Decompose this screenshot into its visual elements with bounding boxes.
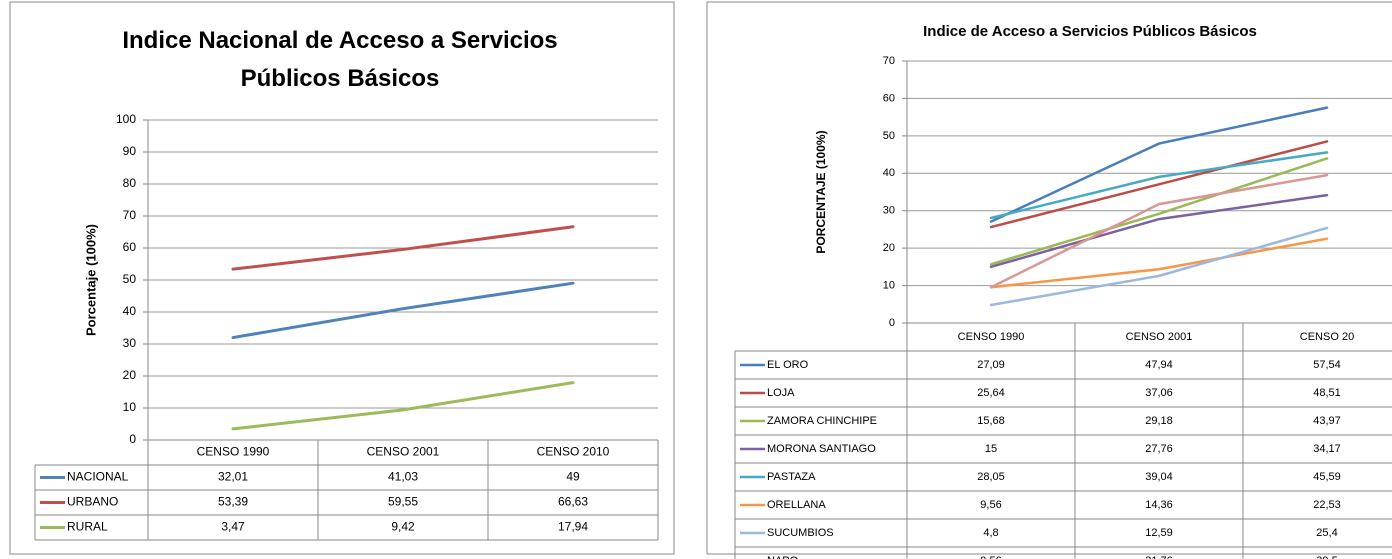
chart-title: Indice Nacional de Acceso a Servicios Pú…: [122, 27, 558, 92]
data-label: 15: [985, 443, 997, 455]
data-label: 59,55: [388, 495, 418, 509]
x-tick-label: CENSO 1990: [197, 445, 270, 459]
y-tick-label: 70: [123, 208, 137, 222]
y-tick-label: 30: [123, 336, 137, 350]
data-label: 22,53: [1313, 499, 1341, 511]
data-label: 25,4: [1316, 527, 1337, 539]
data-label: 45,59: [1313, 471, 1341, 483]
chart-frame: [9, 1, 675, 555]
data-label: 47,94: [1145, 359, 1173, 371]
data-label: 43,97: [1313, 415, 1341, 427]
data-label: 49: [566, 470, 580, 484]
data-label: 9,56: [980, 499, 1001, 511]
series-line: [989, 151, 1329, 220]
series-line: [989, 140, 1329, 229]
data-label: 39,04: [1145, 471, 1173, 483]
data-label: 4,8: [983, 527, 998, 539]
y-tick-label: 40: [123, 304, 137, 318]
y-tick-label: 60: [123, 240, 137, 254]
series-line: [989, 157, 1329, 266]
legend-label: URBANO: [67, 495, 118, 509]
y-tick-label: 100: [116, 112, 136, 126]
series-line: [989, 237, 1329, 289]
legend-label: ORELLANA: [767, 499, 826, 511]
data-label: 53,39: [218, 495, 248, 509]
series-line: [231, 281, 575, 340]
legend-label: PASTAZA: [767, 471, 816, 483]
y-tick-label: 70: [883, 55, 895, 67]
y-tick-label: 50: [123, 272, 137, 286]
series-line: [989, 173, 1329, 289]
y-tick-label: 0: [129, 432, 136, 446]
y-axis-label: Porcentaje (100%): [83, 224, 98, 336]
x-tick-label: CENSO 2001: [1126, 331, 1193, 343]
chart-title: Indice de Acceso a Servicios Públicos Bá…: [923, 23, 1257, 40]
data-label: 27,76: [1145, 443, 1173, 455]
legend-label: SUCUMBIOS: [767, 527, 834, 539]
x-tick-label: CENSO 2001: [367, 445, 440, 459]
series-line: [989, 226, 1329, 307]
data-label: 15,68: [977, 415, 1005, 427]
data-label: 39,5: [1316, 555, 1337, 559]
y-tick-label: 20: [883, 242, 895, 254]
legend-label: ZAMORA CHINCHIPE: [767, 415, 877, 427]
chart-frame: [706, 1, 1392, 555]
legend-label: NACIONAL: [67, 470, 129, 484]
data-label: 32,01: [218, 470, 248, 484]
x-tick-label: CENSO 1990: [958, 331, 1025, 343]
data-label: 27,09: [977, 359, 1005, 371]
data-label: 14,36: [1145, 499, 1173, 511]
y-tick-label: 20: [123, 368, 137, 382]
data-label: 57,54: [1313, 359, 1341, 371]
y-tick-label: 0: [889, 317, 895, 329]
series-line: [989, 193, 1329, 269]
y-tick-label: 60: [883, 92, 895, 104]
series-line: [989, 106, 1329, 223]
y-axis-label: PORCENTAJE (100%): [814, 130, 828, 253]
x-tick-label: CENSO 20: [1300, 331, 1354, 343]
data-label: 66,63: [558, 495, 588, 509]
data-label: 3,47: [221, 520, 245, 534]
data-label: 9,56: [980, 555, 1001, 559]
data-label: 9,42: [391, 520, 415, 534]
data-label: 25,64: [977, 387, 1005, 399]
y-tick-label: 10: [883, 279, 895, 291]
y-tick-label: 90: [123, 144, 137, 158]
legend-label: EL ORO: [767, 359, 809, 371]
legend-label: MORONA SANTIAGO: [767, 443, 876, 455]
legend-label: RURAL: [67, 520, 108, 534]
legend-label: LOJA: [767, 387, 795, 399]
x-tick-label: CENSO 2010: [537, 445, 610, 459]
y-tick-label: 80: [123, 176, 137, 190]
series-line: [231, 225, 575, 271]
data-label: 48,51: [1313, 387, 1341, 399]
data-label: 41,03: [388, 470, 418, 484]
legend-label: NAPO: [767, 555, 799, 559]
data-label: 12,59: [1145, 527, 1173, 539]
data-label: 34,17: [1313, 443, 1341, 455]
data-label: 31,76: [1145, 555, 1173, 559]
y-tick-label: 30: [883, 205, 895, 217]
data-label: 17,94: [558, 520, 588, 534]
data-label: 28,05: [977, 471, 1005, 483]
data-label: 37,06: [1145, 387, 1173, 399]
data-label: 29,18: [1145, 415, 1173, 427]
series-line: [231, 381, 575, 431]
y-tick-label: 40: [883, 167, 895, 179]
y-tick-label: 10: [123, 400, 137, 414]
y-tick-label: 50: [883, 130, 895, 142]
